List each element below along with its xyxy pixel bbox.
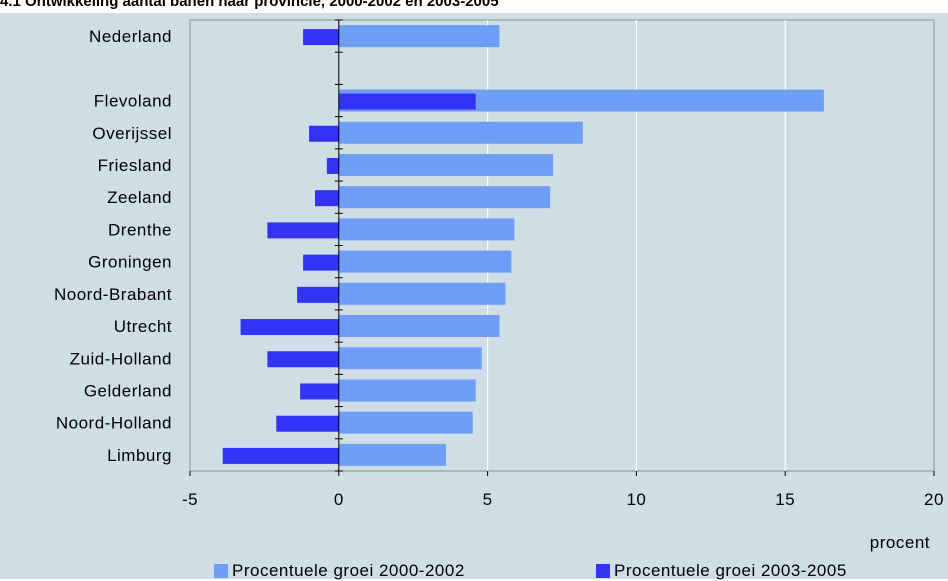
category-label: Utrecht: [114, 317, 172, 336]
bar-series-2: [314, 190, 339, 207]
x-axis-unit-label: procent: [870, 533, 930, 552]
bar-series-2: [267, 351, 339, 368]
x-tick-label: 20: [924, 490, 944, 509]
bars: [222, 25, 824, 466]
bar-series-1: [338, 347, 482, 370]
plot-area: [189, 19, 935, 472]
bar-series-1: [338, 25, 500, 48]
x-tick-label: 0: [334, 490, 344, 509]
legend-label-series-2: Procentuele groei 2003-2005: [614, 561, 847, 580]
chart-area: -5 0 5 10 15 20 Nederland Flevoland Overijssel Fr…: [0, 13, 948, 579]
legend-label-series-1: Procentuele groei 2000-2002: [232, 561, 465, 580]
bar-series-1: [338, 153, 554, 176]
category-label: Flevoland: [94, 92, 172, 111]
bar-series-1: [338, 411, 473, 434]
bar-series-2: [303, 29, 339, 46]
bar-series-1: [338, 121, 583, 144]
bar-series-1: [338, 282, 506, 305]
chart-title: 4.1 Ontwikkeling aantal banen naar provi…: [0, 0, 499, 10]
labels: -5 0 5 10 15 20 Nederland Flevoland Overijssel Fr…: [54, 27, 944, 509]
legend-swatch-series-2: [596, 564, 610, 578]
bar-series-2: [300, 383, 339, 400]
category-label: Limburg: [107, 446, 172, 465]
category-label: Gelderland: [84, 381, 172, 400]
axes: [189, 19, 935, 476]
category-label: Zuid-Holland: [70, 349, 172, 368]
legend-item-series-2: Procentuele groei 2003-2005: [596, 561, 847, 581]
legend-swatch-series-1: [214, 564, 228, 578]
bar-series-2: [240, 319, 339, 336]
bar-series-1: [338, 379, 476, 402]
category-label: Friesland: [98, 156, 172, 175]
category-label: Groningen: [88, 253, 172, 272]
bar-series-2: [267, 222, 339, 239]
category-label: Noord-Brabant: [54, 285, 172, 304]
category-label: Noord-Holland: [56, 414, 172, 433]
bar-series-2: [276, 415, 339, 432]
x-tick-label: 5: [483, 490, 493, 509]
bar-series-1: [338, 250, 512, 273]
bar-series-1: [338, 218, 515, 241]
bar-series-2: [338, 93, 476, 110]
bar-series-1: [338, 186, 551, 209]
chart-svg: -5 0 5 10 15 20 Nederland Flevoland Overijssel Fr…: [54, 19, 944, 552]
category-label: Nederland: [89, 27, 172, 46]
category-label: Zeeland: [107, 188, 172, 207]
x-tick-label: 15: [775, 490, 795, 509]
bar-series-2: [326, 157, 339, 174]
bar-series-2: [297, 286, 339, 303]
category-label: Overijssel: [92, 124, 172, 143]
bar-series-2: [303, 254, 339, 271]
x-tick-label: -5: [182, 490, 198, 509]
bar-series-2: [309, 125, 339, 142]
bar-series-2: [222, 447, 339, 464]
x-tick-label: 10: [626, 490, 646, 509]
category-label: Drenthe: [108, 220, 172, 239]
legend-item-series-1: Procentuele groei 2000-2002: [214, 561, 465, 581]
bar-series-1: [338, 443, 446, 466]
bar-series-1: [338, 315, 500, 338]
